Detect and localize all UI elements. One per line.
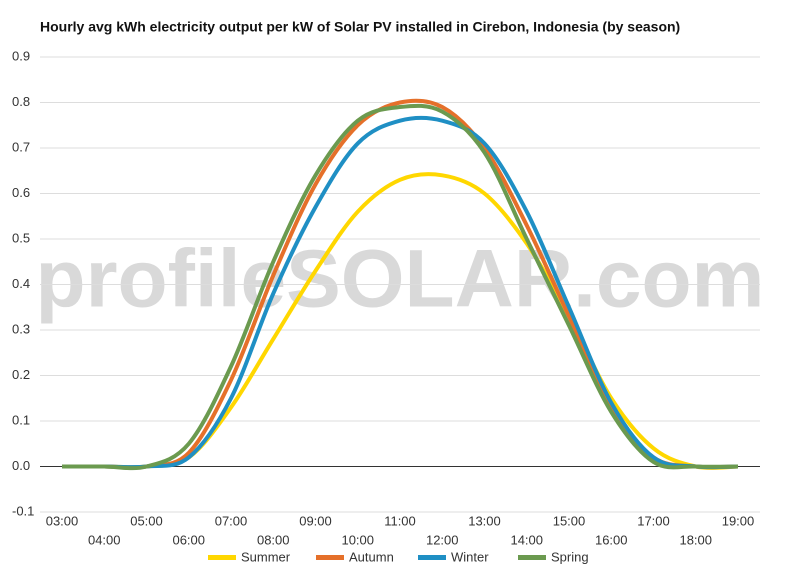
legend-label: Spring [551,549,589,564]
x-tick-label: 08:00 [257,532,290,547]
y-tick-label: 0.2 [12,367,30,382]
y-tick-label: 0.3 [12,321,30,336]
y-tick-label: 0.8 [12,94,30,109]
y-tick-label: 0.4 [12,276,30,291]
y-tick-label: 0.0 [12,458,30,473]
x-tick-label: 18:00 [679,532,712,547]
x-tick-label: 07:00 [215,513,248,528]
x-tick-label: 05:00 [130,513,163,528]
y-tick-label: 0.7 [12,139,30,154]
x-tick-label: 11:00 [384,513,416,528]
y-tick-label: 0.9 [12,48,30,63]
x-tick-label: 19:00 [722,513,755,528]
x-tick-label: 09:00 [299,513,332,528]
x-tick-label: 06:00 [172,532,205,547]
y-tick-label: 0.6 [12,185,30,200]
y-tick-label: 0.5 [12,230,30,245]
series-line [62,103,739,471]
x-tick-label: 14:00 [510,532,543,547]
legend-swatch [518,555,546,560]
x-tick-label: 12:00 [426,532,459,547]
legend-swatch [418,555,446,560]
y-tick-label: -0.1 [12,503,34,518]
watermark: profileSOLAR.com [36,234,765,325]
y-tick-label: 0.1 [12,412,30,427]
x-tick-label: 15:00 [553,513,586,528]
series-line [62,98,739,470]
series-line [62,115,739,470]
legend-swatch [316,555,344,560]
legend-swatch [208,555,236,560]
x-tick-label: 13:00 [468,513,501,528]
x-tick-label: 17:00 [637,513,670,528]
legend-label: Winter [451,549,489,564]
x-tick-label: 03:00 [46,513,79,528]
x-tick-label: 16:00 [595,532,628,547]
chart-title: Hourly avg kWh electricity output per kW… [40,19,680,35]
legend-label: Autumn [349,549,394,564]
x-tick-label: 10:00 [341,532,374,547]
legend-label: Summer [241,549,291,564]
x-tick-label: 04:00 [88,532,121,547]
